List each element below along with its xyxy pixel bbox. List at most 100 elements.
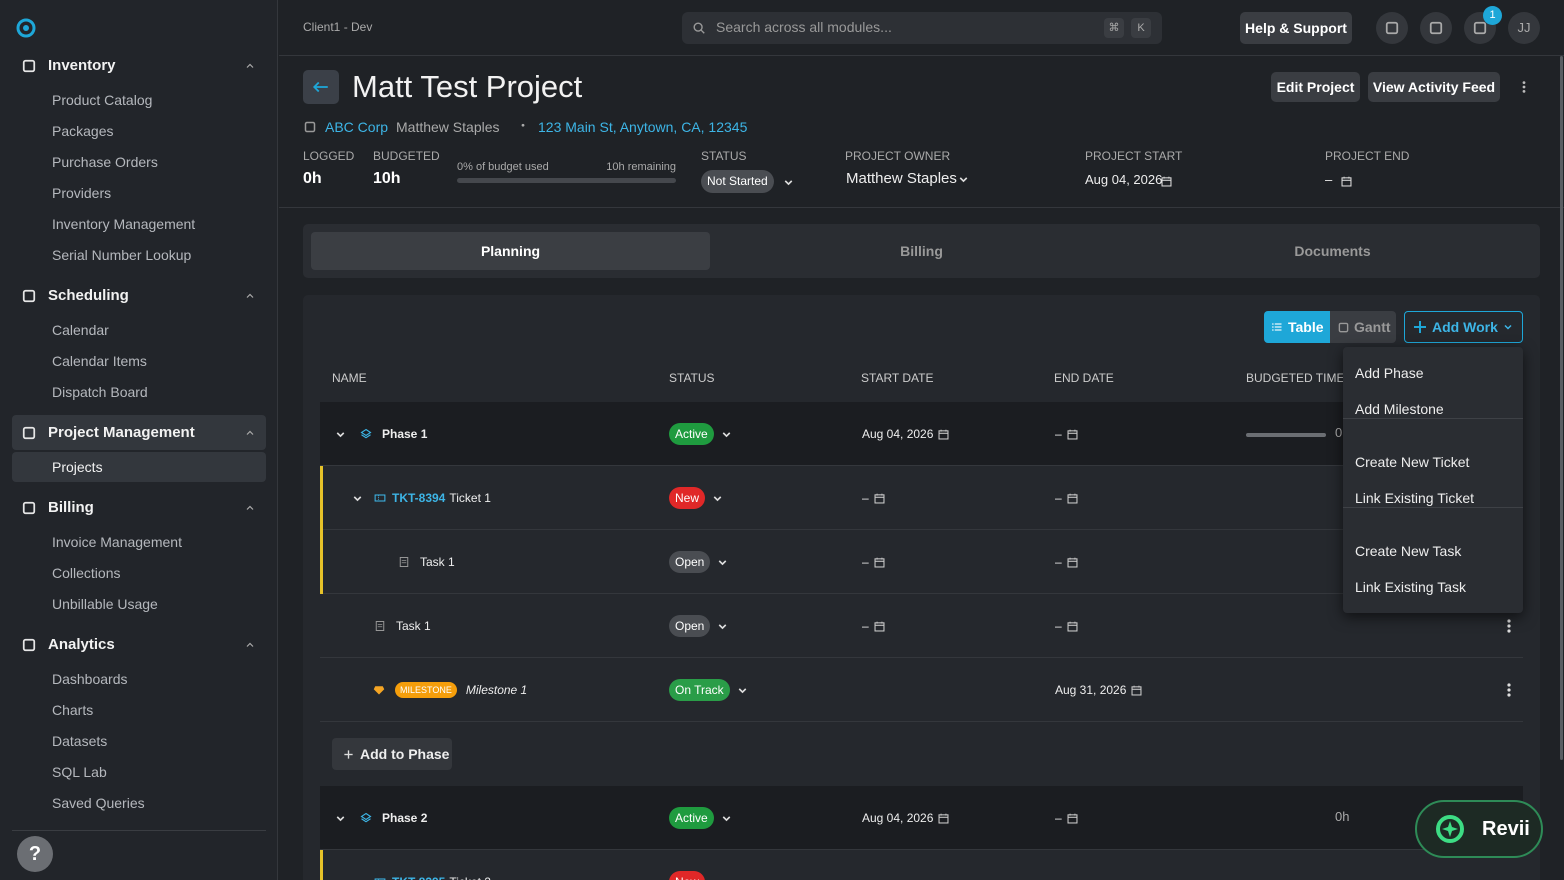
menu-item[interactable]: Create New Task — [1355, 543, 1462, 559]
sidebar-section[interactable]: Inventory — [48, 57, 116, 74]
header-button[interactable]: Edit Project — [1271, 72, 1360, 102]
sidebar-item[interactable]: Inventory Management — [52, 216, 196, 232]
client-link[interactable]: ABC Corp — [325, 119, 389, 135]
milestone-badge: MILESTONE — [395, 682, 457, 698]
sq-icon — [22, 426, 36, 440]
list-icon — [1272, 323, 1282, 331]
add-work-label[interactable]: Add Work — [1432, 319, 1498, 335]
date-cell: – — [862, 616, 886, 636]
add-to-phase-label[interactable]: Add to Phase — [360, 746, 450, 762]
sidebar-item[interactable]: Calendar Items — [52, 353, 147, 369]
sidebar-item[interactable]: Dashboards — [52, 671, 128, 687]
layers-icon — [360, 812, 372, 823]
status-pill[interactable]: Not Started — [701, 170, 774, 193]
plus-icon — [1414, 321, 1426, 333]
sidebar-item[interactable]: Datasets — [52, 733, 108, 749]
menu-item[interactable]: Add Milestone — [1355, 401, 1444, 417]
sidebar-item[interactable]: Purchase Orders — [52, 154, 158, 170]
help-button[interactable]: Help & Support — [1240, 12, 1352, 44]
scrollbar — [1560, 56, 1563, 760]
search-box[interactable] — [682, 12, 1162, 44]
sidebar-item[interactable]: Calendar — [52, 322, 109, 338]
sidebar-item[interactable]: Product Catalog — [52, 92, 153, 108]
tab[interactable]: Billing — [900, 243, 943, 259]
row — [320, 466, 1523, 530]
down-icon — [719, 623, 727, 629]
icon-button[interactable] — [1376, 12, 1408, 44]
down-icon — [336, 431, 344, 437]
view-option[interactable]: Gantt — [1354, 319, 1391, 335]
status-pill: Active — [669, 807, 714, 829]
sidebar-item[interactable]: Invoice Management — [52, 534, 182, 550]
row-name[interactable]: Task 1 — [396, 619, 431, 633]
menu-item[interactable]: Create New Ticket — [1355, 454, 1470, 470]
sq-icon — [1338, 322, 1348, 332]
sidebar-section[interactable]: Billing — [48, 499, 94, 516]
date-text: – — [862, 491, 869, 505]
sidebar-item[interactable]: SQL Lab — [52, 764, 107, 780]
sidebar-item[interactable]: Unbillable Usage — [52, 596, 158, 612]
budget-progress — [1246, 433, 1326, 437]
down-icon — [784, 179, 792, 185]
date-text: Aug 31, 2026 — [1055, 683, 1127, 697]
status-cell[interactable]: New — [669, 871, 724, 880]
help-circle[interactable]: ? — [17, 836, 53, 872]
assistant-label[interactable]: Revii — [1482, 818, 1530, 840]
sidebar-item[interactable]: Packages — [52, 123, 114, 139]
sidebar-item[interactable]: Providers — [52, 185, 112, 201]
status-cell[interactable]: New — [669, 487, 724, 509]
row-name[interactable]: Ticket 2 — [449, 872, 491, 880]
sidebar-section[interactable]: Analytics — [48, 636, 115, 653]
assistant-button[interactable] — [1415, 800, 1543, 858]
avatar[interactable]: JJ — [1508, 12, 1540, 44]
ticket-id[interactable]: TKT-8395 — [392, 872, 445, 880]
row — [320, 530, 1523, 594]
row-name[interactable]: Phase 1 — [382, 427, 428, 441]
cal-icon — [874, 557, 885, 567]
stat-label: PROJECT START — [1085, 149, 1183, 163]
icon-button[interactable] — [1420, 12, 1452, 44]
date-text: – — [1055, 427, 1062, 441]
menu-item[interactable]: Link Existing Ticket — [1355, 490, 1475, 506]
sidebar-section[interactable]: Project Management — [48, 424, 195, 441]
date-text: Aug 04, 2026 — [862, 427, 934, 441]
stat-label: PROJECT OWNER — [845, 149, 951, 163]
status-cell[interactable]: On Track — [669, 679, 749, 701]
sidebar-item[interactable]: Dispatch Board — [52, 384, 148, 400]
sidebar-item[interactable]: Collections — [52, 565, 121, 581]
status-pill: New — [669, 487, 706, 509]
down-icon — [959, 176, 967, 182]
ticket-id[interactable]: TKT-8394 — [392, 491, 446, 505]
breadcrumb: Client1 - Dev — [303, 20, 373, 34]
view-option[interactable]: Table — [1288, 319, 1324, 335]
up-icon — [246, 293, 254, 298]
search-placeholder: Search across all modules... — [716, 19, 892, 35]
row-name[interactable]: Phase 2 — [382, 811, 428, 825]
doc-icon — [399, 557, 409, 567]
add-work-button[interactable] — [1404, 311, 1523, 343]
row-name[interactable]: Milestone 1 — [465, 683, 528, 697]
tab[interactable]: Documents — [1294, 243, 1371, 259]
date-cell: – — [1055, 616, 1079, 636]
date-text: – — [862, 555, 869, 569]
row-accent — [320, 850, 323, 880]
status-cell[interactable]: Open — [669, 551, 729, 573]
sidebar-item[interactable]: Saved Queries — [52, 795, 145, 811]
address-link[interactable]: 123 Main St, Anytown, CA, 12345 — [538, 119, 748, 135]
menu-item[interactable]: Add Phase — [1355, 365, 1424, 381]
row-name[interactable]: Ticket 1 — [449, 491, 491, 505]
owner-value[interactable]: Matthew Staples — [846, 170, 957, 187]
header-button[interactable]: View Activity Feed — [1368, 72, 1500, 102]
status-cell[interactable]: Open — [669, 615, 729, 637]
row-name[interactable]: Task 1 — [420, 555, 455, 569]
sidebar-item[interactable]: Serial Number Lookup — [52, 247, 192, 263]
sidebar-section[interactable]: Scheduling — [48, 287, 129, 304]
sidebar-item[interactable]: Projects — [52, 459, 103, 475]
date-cell: – — [1055, 424, 1079, 444]
tab[interactable]: Planning — [480, 243, 541, 259]
status-cell[interactable]: Active — [669, 423, 733, 445]
sidebar-divider — [12, 830, 266, 831]
menu-item[interactable]: Link Existing Task — [1355, 579, 1467, 595]
sidebar-item[interactable]: Charts — [52, 702, 94, 718]
status-cell[interactable]: Active — [669, 807, 733, 829]
